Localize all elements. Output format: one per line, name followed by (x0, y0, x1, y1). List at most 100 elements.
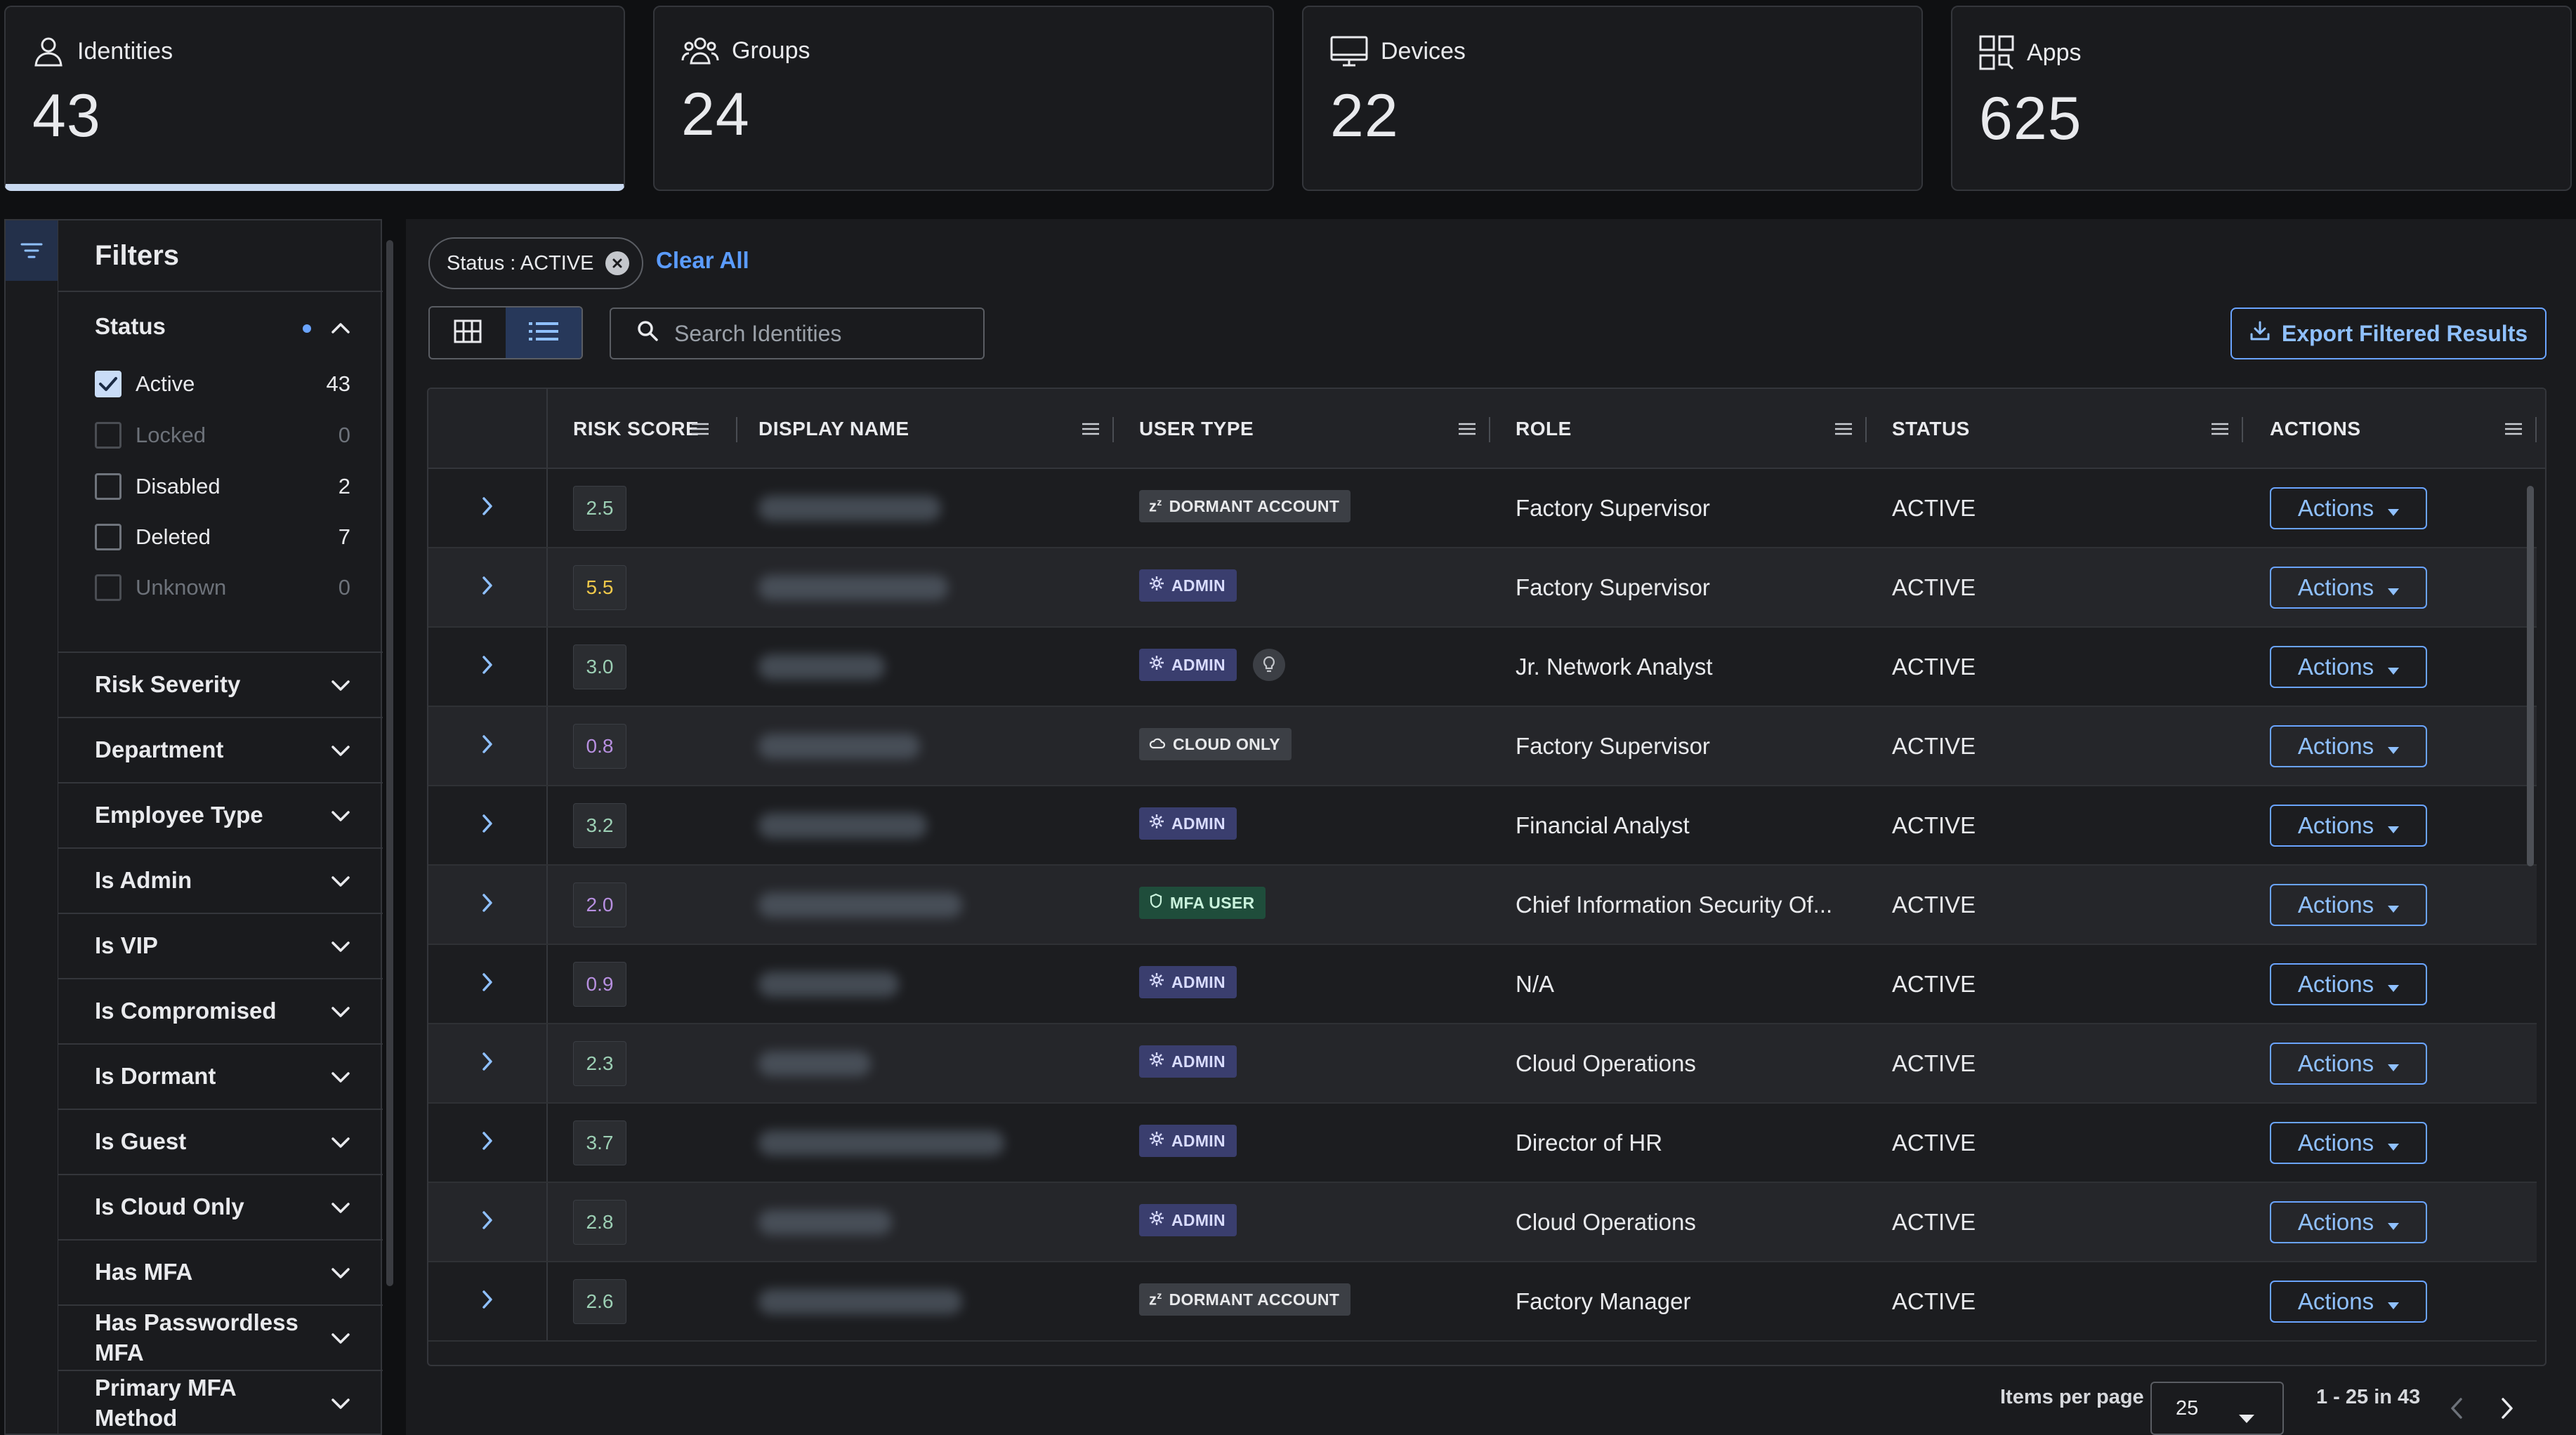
display-name-redacted[interactable] (758, 1130, 1004, 1156)
filter-section-is-dormant[interactable]: Is Dormant (58, 1043, 383, 1109)
status-option-active[interactable]: Active 43 (95, 368, 350, 400)
table-row[interactable]: 3.0 ADMIN Jr. Network Analyst ACTIVE Actions (428, 628, 2537, 707)
stat-card-identities[interactable]: Identities 43 (4, 6, 625, 191)
expand-row-button[interactable] (428, 1024, 548, 1102)
expand-row-button[interactable] (428, 1262, 548, 1340)
table-row[interactable]: 2.8 ADMIN Cloud Operations ACTIVE Actions (428, 1183, 2537, 1262)
filter-section-is-admin[interactable]: Is Admin (58, 847, 383, 913)
filter-section-department[interactable]: Department (58, 717, 383, 782)
actions-dropdown-button[interactable]: Actions (2270, 567, 2427, 609)
items-per-page-select[interactable]: 25 (2150, 1382, 2284, 1435)
expand-row-button[interactable] (428, 628, 548, 706)
display-name-redacted[interactable] (758, 1210, 892, 1235)
close-icon[interactable] (605, 251, 629, 275)
column-header-actions[interactable]: ACTIONS (2243, 389, 2537, 469)
table-row[interactable]: 5.5 ADMIN Factory Supervisor ACTIVE Actions (428, 548, 2537, 628)
display-name-redacted[interactable] (758, 496, 941, 521)
table-row[interactable]: 3.2 ADMIN Financial Analyst ACTIVE Actions (428, 786, 2537, 866)
table-row[interactable]: 0.9 ADMIN N/A ACTIVE Actions (428, 945, 2537, 1024)
checkbox[interactable] (95, 524, 121, 550)
display-name-redacted[interactable] (758, 813, 927, 838)
actions-dropdown-button[interactable]: Actions (2270, 963, 2427, 1005)
checkbox[interactable] (95, 422, 121, 449)
checkbox[interactable] (95, 371, 121, 397)
column-header-risk-score[interactable]: RISK SCORE (548, 389, 737, 469)
stat-card-apps[interactable]: Apps 625 (1951, 6, 2572, 191)
filter-section-risk-severity[interactable]: Risk Severity (58, 652, 383, 717)
column-menu-icon[interactable] (1082, 418, 1100, 440)
column-header-status[interactable]: STATUS (1867, 389, 2243, 469)
column-menu-icon[interactable] (1834, 418, 1853, 440)
stat-card-devices[interactable]: Devices 22 (1302, 6, 1923, 191)
role-cell: Director of HR (1516, 1129, 1663, 1156)
filter-section-is-guest[interactable]: Is Guest (58, 1109, 383, 1174)
expand-row-button[interactable] (428, 866, 548, 944)
actions-dropdown-button[interactable]: Actions (2270, 1281, 2427, 1323)
lightbulb-icon[interactable] (1253, 649, 1285, 681)
table-row[interactable]: 2.6 zz DORMANT ACCOUNT Factory Manager ACTIV… (428, 1262, 2537, 1342)
display-name-redacted[interactable] (758, 972, 899, 997)
stat-card-groups[interactable]: Groups 24 (653, 6, 1274, 191)
table-row[interactable]: 2.3 ADMIN Cloud Operations ACTIVE Actions (428, 1024, 2537, 1104)
column-header-display-name[interactable]: DISPLAY NAME (737, 389, 1114, 469)
display-name-redacted[interactable] (758, 575, 948, 600)
table-scrollbar-thumb[interactable] (2527, 486, 2534, 866)
filter-section-status[interactable]: Status (58, 291, 383, 361)
grid-view-button[interactable] (430, 308, 506, 358)
display-name-redacted[interactable] (758, 1289, 962, 1314)
list-view-button[interactable] (506, 308, 581, 358)
table-row[interactable]: 2.0 MFA USER Chief Information Security Of… (428, 866, 2537, 945)
column-menu-icon[interactable] (2504, 418, 2523, 440)
expand-row-button[interactable] (428, 707, 548, 785)
checkbox[interactable] (95, 473, 121, 500)
next-page-icon[interactable] (2500, 1397, 2514, 1423)
actions-dropdown-button[interactable]: Actions (2270, 805, 2427, 847)
filters-scrollbar[interactable] (386, 240, 393, 1286)
stat-card-header: Groups (681, 35, 1244, 66)
display-name-redacted[interactable] (758, 734, 920, 759)
active-filter-chip[interactable]: Status : ACTIVE (428, 237, 643, 289)
status-option-locked[interactable]: Locked 0 (95, 419, 350, 451)
actions-dropdown-button[interactable]: Actions (2270, 646, 2427, 688)
column-header-user-type[interactable]: USER TYPE (1114, 389, 1490, 469)
filter-section-employee-type[interactable]: Employee Type (58, 782, 383, 847)
display-name-redacted[interactable] (758, 892, 962, 918)
export-filtered-results-button[interactable]: Export Filtered Results (2230, 308, 2547, 359)
expand-row-button[interactable] (428, 786, 548, 864)
column-menu-icon[interactable] (691, 418, 709, 440)
table-row[interactable]: 0.8 CLOUD ONLY Factory Supervisor ACTIVE Act… (428, 707, 2537, 786)
filter-section-has-mfa[interactable]: Has MFA (58, 1239, 383, 1304)
display-name-redacted[interactable] (758, 654, 885, 680)
status-option-disabled[interactable]: Disabled 2 (95, 470, 350, 503)
filter-section-is-vip[interactable]: Is VIP (58, 913, 383, 978)
status-option-deleted[interactable]: Deleted 7 (95, 521, 350, 553)
actions-dropdown-button[interactable]: Actions (2270, 1122, 2427, 1164)
table-scrollbar[interactable] (2527, 472, 2534, 1361)
clear-all-link[interactable]: Clear All (656, 247, 749, 273)
filter-section-primary-mfa-method[interactable]: Primary MFA Method (58, 1370, 383, 1435)
actions-dropdown-button[interactable]: Actions (2270, 884, 2427, 926)
status-option-unknown[interactable]: Unknown 0 (95, 571, 350, 604)
expand-row-button[interactable] (428, 548, 548, 626)
display-name-redacted[interactable] (758, 1051, 871, 1076)
filter-toggle-button[interactable] (6, 220, 58, 281)
table-row[interactable]: 2.5 zz DORMANT ACCOUNT Factory Supervisor AC… (428, 469, 2537, 548)
actions-dropdown-button[interactable]: Actions (2270, 1201, 2427, 1243)
actions-dropdown-button[interactable]: Actions (2270, 725, 2427, 767)
filter-section-is-compromised[interactable]: Is Compromised (58, 978, 383, 1043)
expand-row-button[interactable] (428, 1104, 548, 1182)
checkbox[interactable] (95, 574, 121, 601)
column-header-role[interactable]: ROLE (1490, 389, 1867, 469)
actions-dropdown-button[interactable]: Actions (2270, 487, 2427, 529)
previous-page-icon[interactable] (2450, 1397, 2464, 1423)
search-input[interactable]: Search Identities (610, 308, 985, 359)
table-row[interactable]: 3.7 ADMIN Director of HR ACTIVE Actions (428, 1104, 2537, 1183)
expand-row-button[interactable] (428, 469, 548, 547)
filter-section-is-cloud-only[interactable]: Is Cloud Only (58, 1174, 383, 1239)
column-menu-icon[interactable] (2211, 418, 2229, 440)
expand-row-button[interactable] (428, 945, 548, 1023)
filter-section-has-passwordless-mfa[interactable]: Has Passwordless MFA (58, 1304, 383, 1370)
column-menu-icon[interactable] (1458, 418, 1476, 440)
actions-dropdown-button[interactable]: Actions (2270, 1043, 2427, 1085)
expand-row-button[interactable] (428, 1183, 548, 1261)
